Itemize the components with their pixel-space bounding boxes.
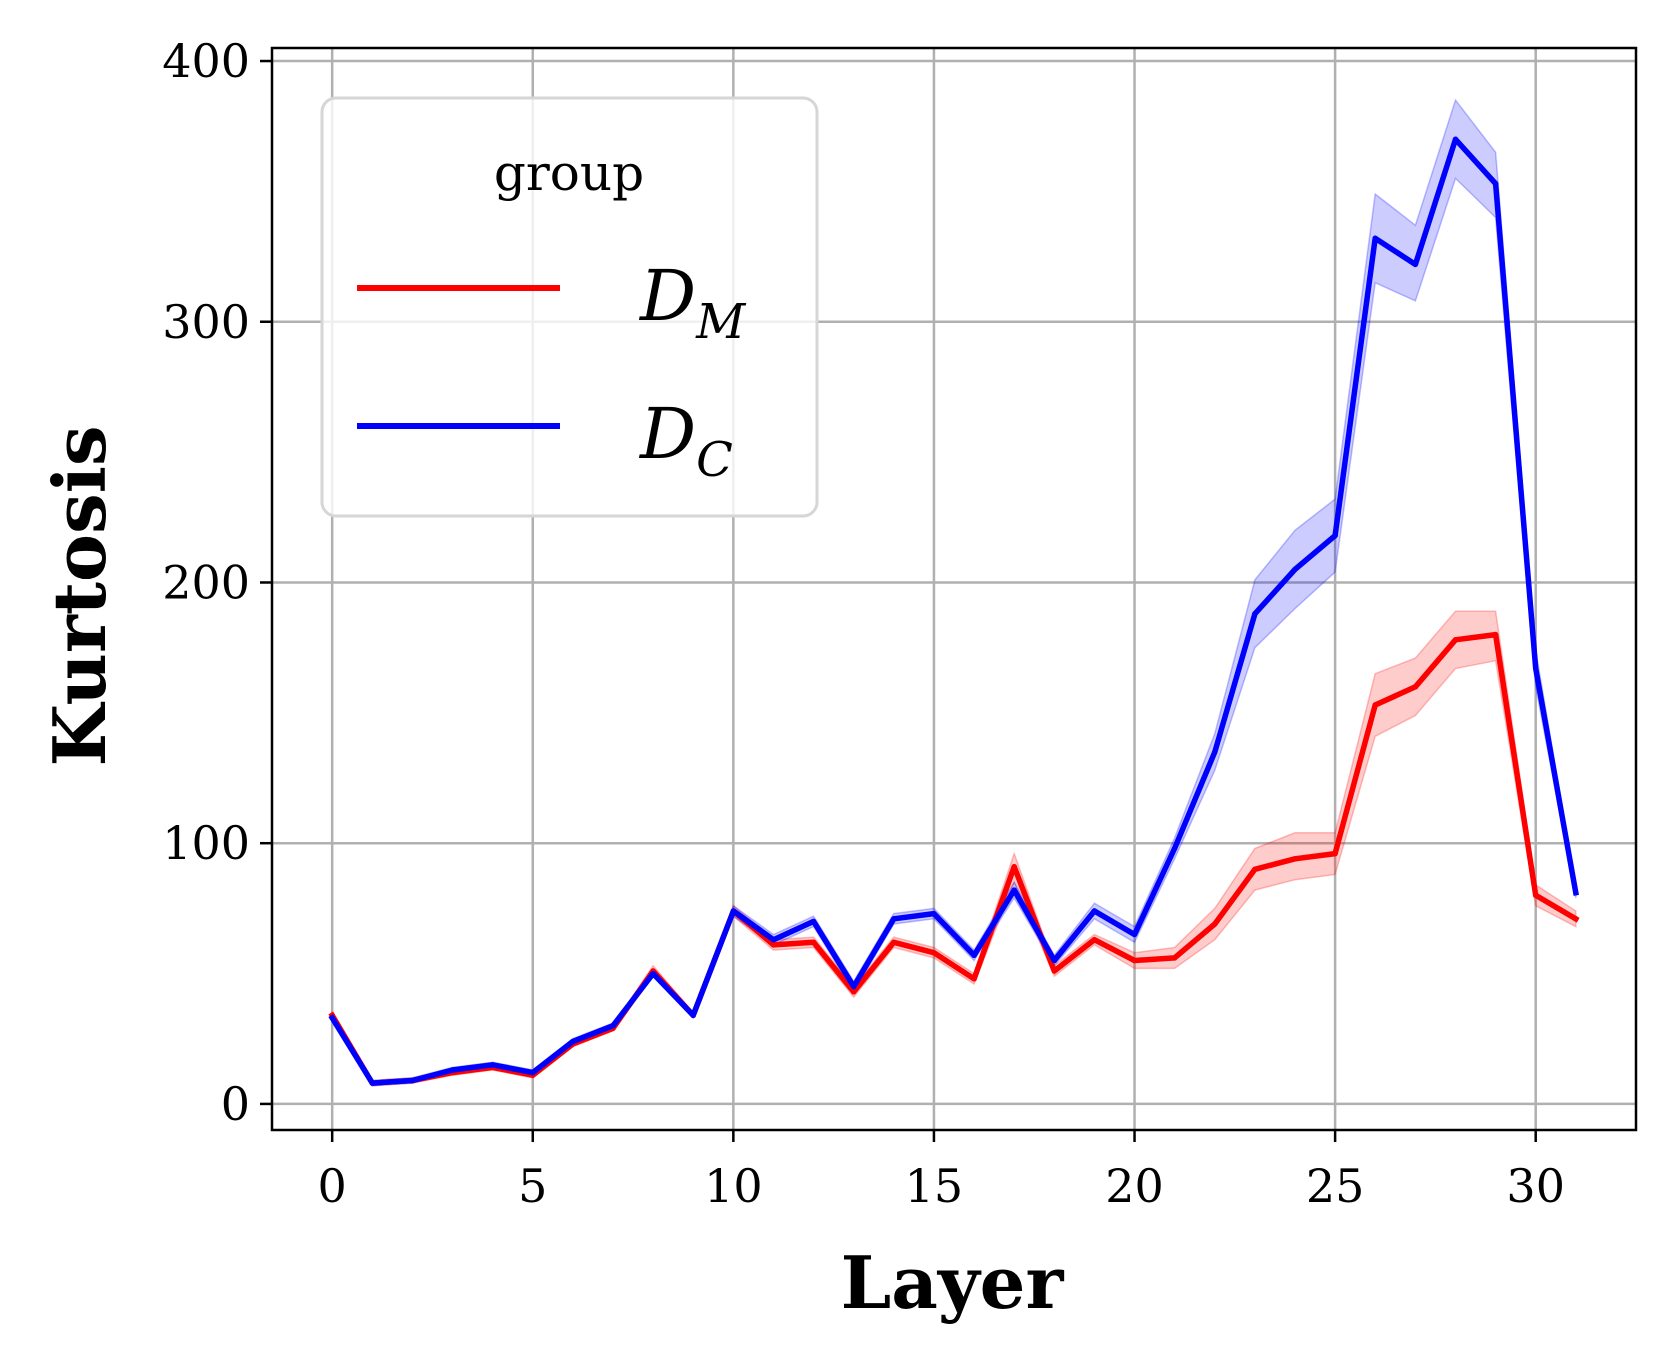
point-d-m [1131,957,1138,964]
point-d-m [1171,955,1178,961]
y-tick-label: 400 [162,34,250,88]
point-d-c [1091,908,1098,914]
point-d-c [1332,532,1338,539]
x-tick-label: 0 [318,1159,347,1213]
point-d-c [369,1080,375,1086]
point-d-c [891,916,897,922]
point-d-c [1452,136,1459,142]
point-d-m [931,950,937,956]
band-d-m [331,610,1577,1087]
y-tick-label: 100 [162,816,250,870]
point-d-c [610,1022,616,1029]
point-d-c [770,937,777,943]
point-d-m [1011,864,1017,870]
point-d-c [1171,845,1178,852]
point-d-c [730,908,737,914]
x-axis-title: Layer [841,1240,1065,1325]
point-d-c [1533,665,1539,672]
point-d-m [1372,702,1378,708]
point-d-c [650,970,656,977]
point-d-c [1051,957,1058,964]
point-d-m [1412,684,1419,690]
point-d-c [931,910,937,917]
point-d-m [1573,916,1579,922]
point-d-c [810,918,817,925]
point-d-c [851,983,857,990]
point-d-c [329,1015,335,1021]
point-d-m [891,939,897,945]
point-d-c [449,1067,456,1073]
legend-box [320,96,819,518]
point-d-m [1252,866,1258,872]
point-d-m [1492,631,1499,638]
y-tick-label: 300 [162,295,250,349]
y-axis-title: Kurtosis [37,426,122,767]
y-tick-label: 200 [162,555,250,609]
point-d-c [1492,180,1499,187]
point-d-m [1091,937,1098,943]
point-d-m [1533,892,1539,898]
legend-label-dc: DC [638,393,733,488]
point-d-c [409,1077,416,1084]
point-d-c [1573,890,1579,896]
x-tick-label: 15 [905,1159,964,1213]
point-d-c [489,1062,496,1068]
x-tick-label: 25 [1306,1159,1365,1213]
plot-frame [270,46,1638,1132]
point-d-c [971,952,977,958]
x-tick-label: 5 [518,1159,547,1213]
point-d-m [1051,968,1058,974]
point-d-m [810,939,817,945]
point-d-c [570,1038,576,1045]
point-d-c [1131,931,1138,938]
point-d-c [1292,566,1298,573]
point-d-c [530,1069,536,1076]
point-d-m [1332,850,1338,857]
point-d-c [1412,261,1419,268]
x-tick-label: 20 [1105,1159,1164,1213]
x-tick-label: 30 [1506,1159,1565,1213]
line-d-c [328,136,1579,1086]
y-tick-label: 0 [221,1077,250,1131]
point-d-m [851,989,857,995]
point-d-m [1292,856,1298,862]
legend-title: group [494,144,644,202]
point-d-m [1452,637,1459,643]
point-d-m [971,976,977,982]
legend-label-dm: DM [638,255,747,350]
point-d-m [770,942,777,948]
point-d-c [1212,749,1218,755]
point-d-c [1372,235,1378,241]
point-d-c [690,1012,696,1018]
x-tick-label: 10 [704,1159,763,1213]
series-lines [328,136,1580,1086]
point-d-c [1011,887,1017,893]
point-d-m [1212,921,1218,927]
legend: group DM DC [320,96,819,518]
point-d-c [1252,611,1258,617]
